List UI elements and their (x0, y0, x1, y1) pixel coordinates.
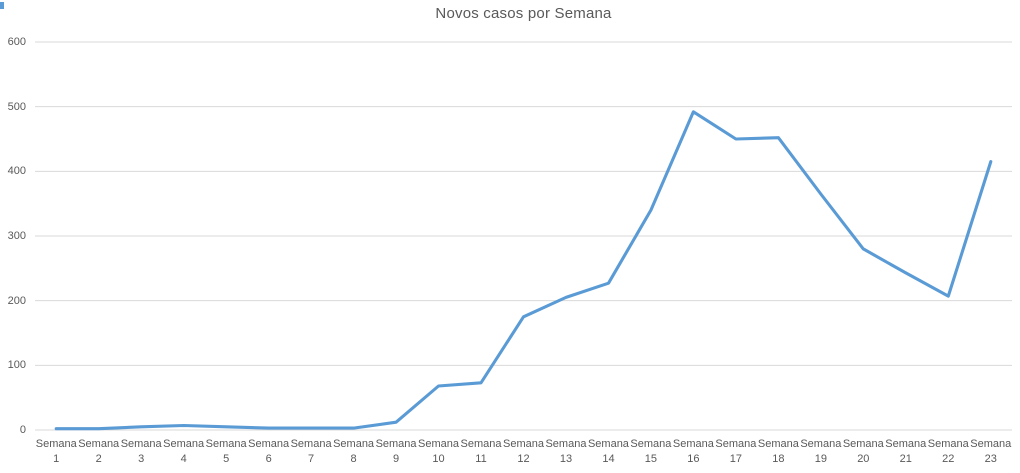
x-axis-category-word: Semana (418, 438, 460, 450)
x-axis-category-word: Semana (120, 438, 162, 450)
x-axis-category-label: Semana 19 (798, 437, 844, 467)
x-axis-category-word: Semana (163, 438, 205, 450)
x-axis-category-label: Semana 21 (883, 437, 929, 467)
x-axis-category-number: 8 (350, 453, 357, 465)
x-axis-category-number: 10 (432, 453, 445, 465)
x-axis-category-number: 5 (223, 453, 230, 465)
x-axis-category-number: 6 (265, 453, 272, 465)
x-axis-category-word: Semana (78, 438, 120, 450)
x-axis-category-word: Semana (927, 438, 969, 450)
x-axis-category-word: Semana (587, 438, 629, 450)
x-axis-category-word: Semana (333, 438, 375, 450)
x-axis-category-word: Semana (715, 438, 757, 450)
y-axis-tick-label: 0 (19, 424, 26, 436)
x-axis-category-number: 12 (517, 453, 530, 465)
x-axis-category-label: Semana 8 (331, 437, 377, 467)
x-axis-category-label: Semana 18 (755, 437, 801, 467)
y-axis-tick-label: 600 (7, 36, 26, 48)
series-line (54, 110, 993, 431)
x-axis-category-word: Semana (248, 438, 290, 450)
x-axis-category-label: Semana 9 (373, 437, 419, 467)
x-axis-category-word: Semana (460, 438, 502, 450)
x-axis-category-number: 4 (180, 453, 187, 465)
x-axis-category-number: 22 (942, 453, 955, 465)
x-axis-category-word: Semana (800, 438, 842, 450)
x-axis-category-number: 23 (984, 453, 997, 465)
x-axis-category-label: Semana 23 (968, 437, 1014, 467)
x-axis-category-label: Semana 11 (458, 437, 504, 467)
x-axis-category-word: Semana (842, 438, 884, 450)
y-axis-tick-label: 300 (7, 230, 26, 242)
x-axis-category-label: Semana 2 (76, 437, 122, 467)
x-axis-category-number: 1 (53, 453, 60, 465)
x-axis-category-number: 20 (857, 453, 870, 465)
x-axis-category-label: Semana 3 (118, 437, 164, 467)
x-axis-category-label: Semana 17 (713, 437, 759, 467)
x-axis-category-word: Semana (970, 438, 1012, 450)
x-axis-category-label: Semana 7 (288, 437, 334, 467)
x-axis-category-label: Semana 1 (33, 437, 79, 467)
x-axis-category-number: 9 (393, 453, 400, 465)
x-axis-category-label: Semana 10 (416, 437, 462, 467)
x-axis-category-label: Semana 6 (246, 437, 292, 467)
chart-title: Novos casos por Semana (435, 5, 612, 22)
corner-artifact-icon (0, 2, 4, 9)
x-axis-category-label: Semana 20 (840, 437, 886, 467)
x-axis-category-label: Semana 4 (161, 437, 207, 467)
x-axis-category-number: 16 (687, 453, 700, 465)
x-axis-category-label: Semana 15 (628, 437, 674, 467)
x-axis-category-label: Semana 5 (203, 437, 249, 467)
x-axis-category-word: Semana (757, 438, 799, 450)
x-axis-category-label: Semana 22 (925, 437, 971, 467)
x-axis-category-number: 18 (772, 453, 785, 465)
x-axis-category-label: Semana 13 (543, 437, 589, 467)
x-axis-category-number: 11 (475, 453, 487, 465)
x-axis-category-label: Semana 12 (501, 437, 547, 467)
y-axis-tick-label: 200 (7, 294, 26, 307)
x-axis-category-number: 13 (559, 453, 573, 465)
x-axis-category-number: 2 (95, 453, 102, 465)
x-axis-category-number: 7 (308, 453, 315, 465)
x-axis-category-word: Semana (205, 438, 247, 450)
x-axis-category-word: Semana (290, 438, 332, 450)
x-axis-category-word: Semana (630, 438, 672, 450)
y-axis-tick-label: 500 (7, 100, 26, 113)
x-axis-category-label: Semana 14 (585, 437, 631, 467)
x-axis-category-label: Semana 16 (670, 437, 716, 467)
y-axis-tick-label: 100 (7, 359, 26, 372)
x-axis-category-word: Semana (672, 438, 714, 450)
x-axis-category-word: Semana (503, 438, 544, 450)
x-axis-category-word: Semana (35, 438, 77, 450)
x-axis-category-number: 21 (899, 453, 912, 465)
x-axis-category-number: 15 (644, 453, 658, 465)
x-axis-category-word: Semana (885, 438, 927, 450)
x-axis-category-word: Semana (545, 438, 587, 450)
x-axis-category-number: 17 (729, 453, 743, 465)
x-axis-category-number: 3 (138, 453, 145, 465)
x-axis-category-number: 14 (602, 453, 615, 465)
y-axis-tick-label: 400 (7, 165, 26, 178)
x-axis-category-word: Semana (375, 438, 417, 450)
x-axis-category-number: 19 (814, 453, 827, 465)
